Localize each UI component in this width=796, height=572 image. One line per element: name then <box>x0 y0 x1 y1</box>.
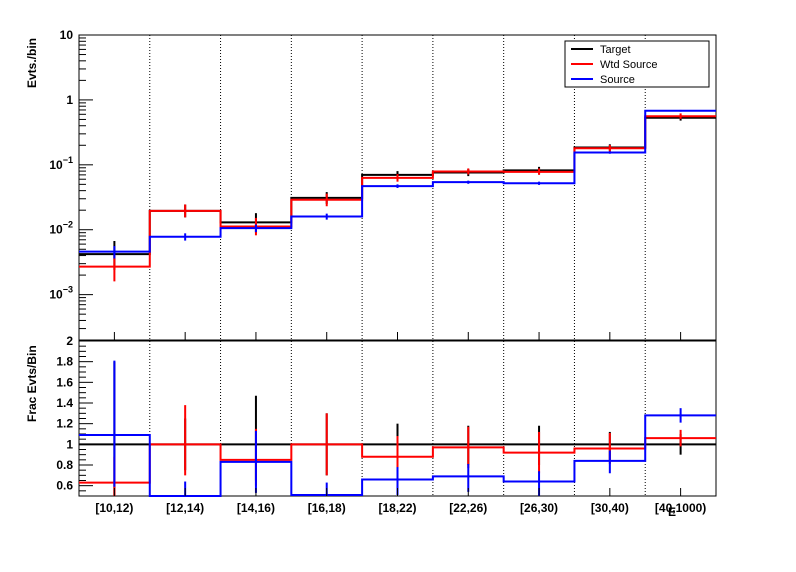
ratio-y-axis: 0.6 0.8 1 1.2 1.4 1.6 1.8 2 <box>56 334 93 497</box>
ratio-y-tick-label: 1.6 <box>56 375 73 389</box>
top-series-source <box>79 109 716 259</box>
x-tick-label: [10,12) <box>95 501 133 515</box>
ratio-y-tick-label: 1 <box>66 437 73 451</box>
x-tick-label: [30,40) <box>591 501 629 515</box>
top-y-tick-label: 1 <box>66 93 73 107</box>
x-tick-label: [14,16) <box>237 501 275 515</box>
legend: Target Wtd Source Source <box>564 40 710 88</box>
top-y-tick-label: 10 <box>60 28 74 42</box>
x-tick-label: [16,18) <box>308 501 346 515</box>
ratio-y-axis-title: Frac Evts/Bin <box>25 345 39 422</box>
top-y-tick-label: 10−1 <box>49 155 73 172</box>
ratio-y-tick-label: 2 <box>66 334 73 348</box>
ratio-y-tick-label: 0.8 <box>56 458 73 472</box>
ratio-series-group <box>79 360 716 497</box>
x-tick-label: [22,26) <box>449 501 487 515</box>
ratio-y-tick-label: 1.2 <box>56 417 73 431</box>
ratio-y-tick-label: 0.6 <box>56 479 73 493</box>
legend-label-source: Source <box>600 74 635 86</box>
top-y-axis: 10 1 10−1 10−2 10−3 <box>49 28 93 341</box>
x-tick-label: [18,22) <box>378 501 416 515</box>
x-tick-label: [26,30) <box>520 501 558 515</box>
ratio-y-tick-label: 1.8 <box>56 355 73 369</box>
top-y-tick-label: 10−2 <box>49 220 73 237</box>
legend-label-wtd-source: Wtd Source <box>600 59 657 71</box>
top-y-axis-title: Evts./bin <box>25 38 39 88</box>
x-tick-label: [40,1000) <box>655 501 706 515</box>
ratio-series-source <box>79 360 716 497</box>
legend-label-target: Target <box>600 44 631 56</box>
x-axis-title: E <box>668 505 676 519</box>
ratio-y-tick-label: 1.4 <box>56 396 73 410</box>
top-y-tick-label: 10−3 <box>49 285 73 302</box>
top-series-wtd-source <box>79 113 716 282</box>
x-axis: [10,12) [12,14) [14,16) [16,18) [18,22) [22,2… <box>95 332 706 515</box>
top-series-group <box>79 109 716 282</box>
x-tick-label: [12,14) <box>166 501 204 515</box>
